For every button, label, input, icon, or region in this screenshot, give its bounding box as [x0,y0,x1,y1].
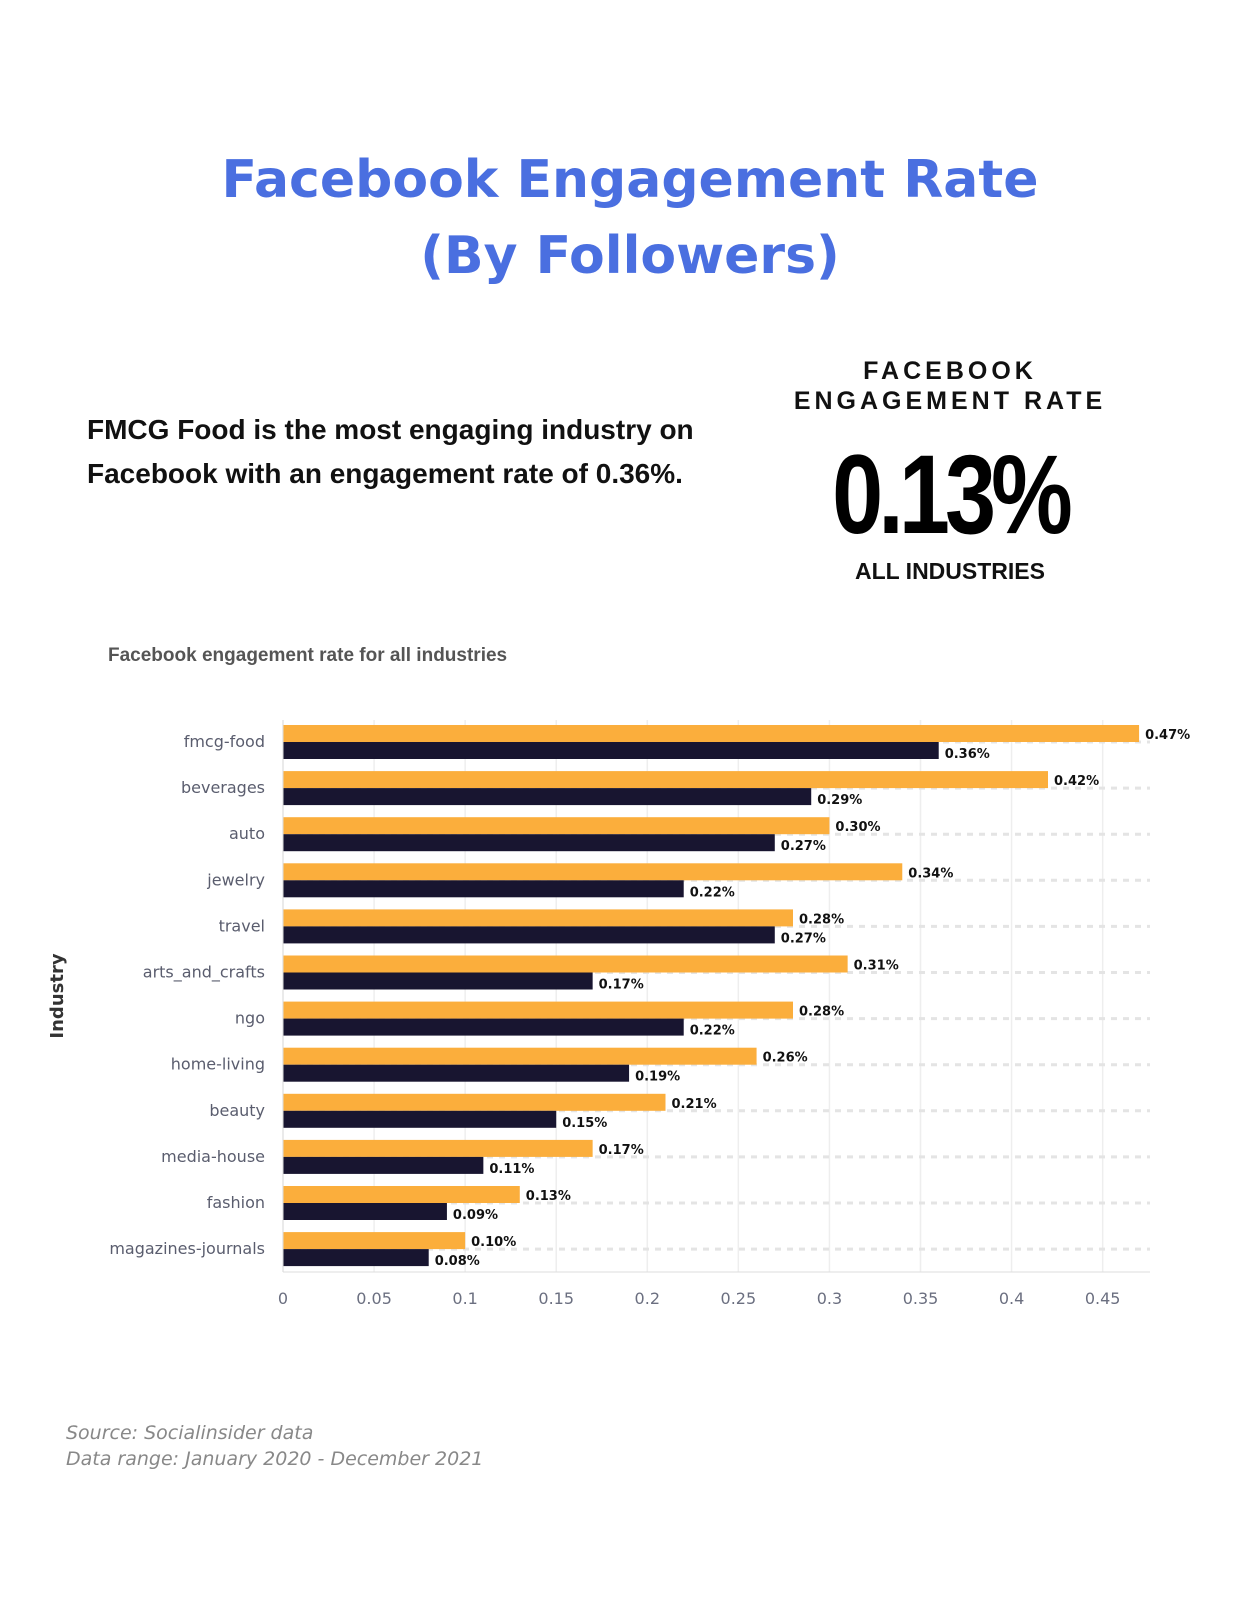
x-tick-label: 0.35 [903,1289,939,1308]
bar-magazines-journals-0 [283,1232,466,1250]
data-label: 0.22% [690,1024,735,1039]
x-tick-label: 0.4 [999,1289,1024,1308]
bar-auto-0 [283,817,830,835]
data-label: 0.19% [635,1070,680,1085]
data-label: 0.13% [526,1189,571,1204]
x-tick-label: 0.05 [356,1289,392,1308]
y-tick-label: auto [229,824,265,843]
y-tick-label: media-house [161,1147,265,1166]
data-label: 0.34% [908,866,953,881]
bar-ngo-0 [283,1001,793,1019]
source-line: Source: Socialinsider data [66,1422,314,1444]
data-label: 0.29% [817,793,862,808]
bar-media-house-0 [283,1139,593,1157]
bar-jewelry-1 [283,880,684,898]
date-range-line: Data range: January 2020 - December 2021 [66,1448,484,1470]
bar-beauty-1 [283,1110,557,1128]
bar-media-house-1 [283,1156,484,1174]
y-axis-title: Industry [47,953,68,1038]
source-note: Source: Socialinsider data Data range: J… [66,1420,483,1472]
data-label: 0.28% [799,1005,844,1020]
data-label: 0.47% [1145,728,1190,743]
data-label: 0.15% [562,1116,607,1131]
kpi-sublabel: ALL INDUSTRIES [855,558,1045,584]
bar-fmcg-food-1 [283,742,939,759]
data-label: 0.27% [781,839,826,854]
bar-magazines-journals-1 [283,1249,429,1267]
kpi-label: FACEBOOK ENGAGEMENT RATE [780,356,1120,416]
x-tick-label: 0.25 [721,1289,757,1308]
y-tick-label: magazines-journals [109,1239,265,1258]
bar-beverages-1 [283,788,812,806]
y-tick-label: beauty [209,1101,265,1120]
y-tick-label: jewelry [206,870,265,889]
y-tick-label: ngo [235,1009,265,1028]
x-tick-label: 0 [278,1289,288,1308]
data-label: 0.27% [781,931,826,946]
data-label: 0.09% [453,1208,498,1223]
x-tick-label: 0.15 [538,1289,574,1308]
y-tick-label: home-living [171,1055,265,1074]
page-subtitle: (By Followers) [420,226,840,286]
kpi-label-line2: ENGAGEMENT RATE [793,387,1107,415]
data-label: 0.11% [489,1162,534,1177]
bar-travel-0 [283,909,793,927]
data-label: 0.17% [599,978,644,993]
data-label: 0.31% [854,959,899,974]
data-label: 0.17% [599,1143,644,1158]
x-tick-label: 0.3 [817,1289,842,1308]
bar-home-living-1 [283,1064,630,1082]
chart-title: Facebook engagement rate for all industr… [108,645,508,666]
data-label: 0.36% [945,747,990,762]
x-tick-label: 0.45 [1085,1289,1121,1308]
y-tick-label: travel [219,916,265,935]
x-tick-label: 0.2 [635,1289,660,1308]
y-tick-label: arts_and_crafts [143,963,265,983]
bar-home-living-0 [283,1047,757,1065]
kpi-label-line1: FACEBOOK [863,357,1037,385]
bar-beauty-0 [283,1093,666,1111]
bar-chart: 0 0.05 0.1 0.15 0.2 0.25 0.3 0.35 0.4 0.45 fmcg-fo… [47,720,1190,1308]
bar-auto-1 [283,834,775,852]
data-label: 0.10% [471,1235,516,1250]
data-label: 0.22% [690,885,735,900]
bar-travel-1 [283,926,775,944]
bar-jewelry-0 [283,863,903,881]
bar-fashion-0 [283,1186,520,1203]
bar-ngo-1 [283,1018,684,1036]
y-tick-label: beverages [181,778,265,797]
data-label: 0.21% [672,1097,717,1112]
data-label: 0.30% [835,820,880,835]
y-tick-label: fmcg-food [184,732,265,751]
bar-fmcg-food-0 [283,725,1140,742]
y-tick-label: fashion [207,1193,265,1212]
bar-fashion-1 [283,1203,447,1220]
kpi-value: 0.13% [832,432,1073,557]
data-label: 0.42% [1054,774,1099,789]
data-label: 0.28% [799,912,844,927]
data-label: 0.08% [435,1254,480,1269]
bar-arts_and_crafts-0 [283,955,848,973]
bar-arts_and_crafts-1 [283,972,593,990]
x-tick-label: 0.1 [452,1289,477,1308]
bar-beverages-0 [283,771,1048,789]
summary-text: FMCG Food is the most engaging industry … [87,414,694,489]
page-title: Facebook Engagement Rate [221,150,1039,210]
data-label: 0.26% [763,1051,808,1066]
